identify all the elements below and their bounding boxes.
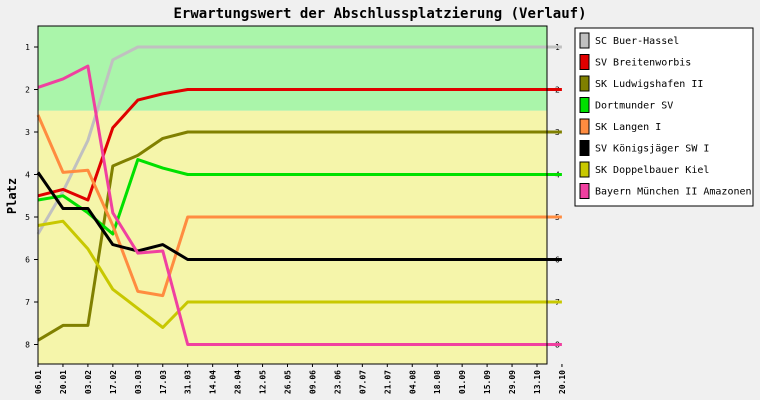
- x-tick-label: 14.04: [209, 370, 218, 394]
- series-line-4: [36, 114, 562, 298]
- series-line-1: [37, 88, 562, 202]
- x-tick-label: 12.05: [259, 370, 268, 394]
- legend-swatch: [579, 183, 590, 199]
- y-tick-label-left: 7: [25, 298, 30, 307]
- x-tick-label: 03.03: [134, 370, 143, 394]
- x-tick-label: 26.05: [284, 370, 293, 394]
- legend: SC Buer-Hassel SV Breitenworbis SK Ludwigs…: [574, 27, 754, 207]
- x-tick-label: 04.08: [408, 370, 417, 394]
- legend-label: Bayern München II Amazonen: [595, 187, 752, 198]
- y-tick-label-left: 6: [25, 256, 30, 265]
- x-tick-label: 31.03: [184, 370, 193, 394]
- chart-title: Erwartungswert der Abschlussplatzierung …: [173, 6, 586, 22]
- x-tick-label: 01.09: [458, 370, 467, 394]
- x-tick-label: 17.03: [159, 370, 168, 394]
- y-tick-label-left: 4: [25, 171, 30, 180]
- legend-label: SV Breitenworbis: [595, 58, 691, 69]
- legend-swatch: [579, 75, 590, 92]
- x-tick-label: 28.04: [234, 370, 243, 394]
- legend-swatch: [579, 97, 590, 113]
- y-tick-label-left: 3: [25, 128, 30, 137]
- legend-label: SK Ludwigshafen II: [595, 79, 703, 90]
- legend-label: SV Königsjäger SW I: [595, 144, 709, 155]
- y-tick-label-left: 1: [25, 43, 30, 52]
- y-tick-label-left: 8: [25, 341, 30, 350]
- series-line-0: [36, 45, 562, 235]
- x-tick-label: 07.07: [358, 370, 367, 394]
- plot-frame: [37, 25, 548, 365]
- legend-label: SC Buer-Hassel: [595, 36, 679, 47]
- y-tick-label-left: 2: [25, 86, 30, 95]
- legend-swatch: [579, 118, 590, 135]
- series-line-3: [37, 158, 562, 236]
- series-line-7: [37, 64, 562, 346]
- legend-swatch: [579, 32, 590, 49]
- series-line-5: [36, 171, 562, 261]
- series-line-6: [37, 219, 562, 329]
- x-axis-ticks: 06.01 20.01 03.02 17.02 03.03 17.03 31.03 14.04…: [34, 364, 567, 394]
- legend-swatch: [579, 140, 590, 156]
- y-tick-label-left: 5: [25, 213, 30, 222]
- x-tick-label: 15.09: [483, 370, 492, 394]
- x-tick-label: 03.02: [84, 370, 93, 394]
- legend-label: SK Doppelbauer Kiel: [595, 165, 709, 176]
- x-tick-label: 13.10: [533, 370, 542, 394]
- band-1: [38, 110, 547, 364]
- x-tick-label: 18.08: [433, 370, 442, 394]
- x-tick-label: 06.01: [34, 370, 43, 394]
- x-tick-label: 20.01: [59, 370, 68, 394]
- x-tick-label: 21.07: [383, 370, 392, 394]
- legend-box: [574, 27, 754, 207]
- x-tick-label: 20.10: [558, 370, 567, 394]
- background-bands: [38, 26, 547, 364]
- series-lines: [36, 45, 562, 346]
- x-tick-label: 09.06: [308, 370, 317, 394]
- x-tick-label: 29.09: [508, 370, 517, 394]
- x-tick-label: 17.02: [109, 370, 118, 394]
- series-line-2: [37, 130, 562, 342]
- legend-swatch: [579, 161, 590, 178]
- legend-label: Dortmunder SV: [595, 101, 673, 112]
- legend-swatch: [579, 54, 590, 70]
- y-axis-label: Platz: [5, 178, 19, 214]
- band-0: [38, 26, 547, 111]
- x-tick-label: 23.06: [333, 370, 342, 394]
- legend-label: SK Langen I: [595, 122, 661, 133]
